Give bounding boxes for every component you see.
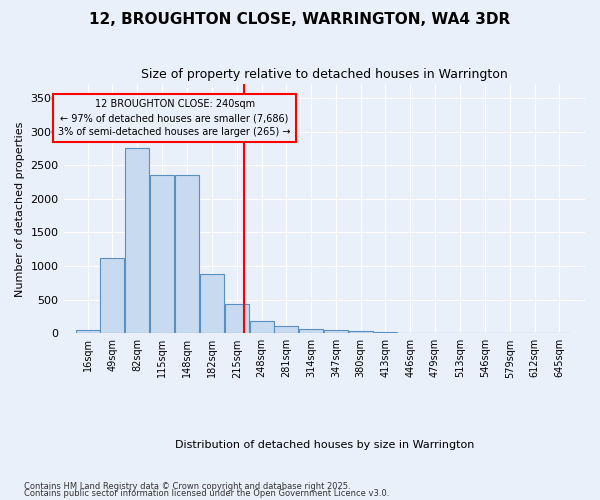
Bar bbox=[100, 258, 124, 334]
Bar bbox=[200, 274, 224, 334]
Y-axis label: Number of detached properties: Number of detached properties bbox=[15, 121, 25, 296]
Bar bbox=[225, 304, 249, 334]
Bar bbox=[398, 332, 422, 334]
Bar bbox=[299, 328, 323, 334]
Bar bbox=[373, 332, 397, 334]
Bar bbox=[125, 148, 149, 334]
Text: 12, BROUGHTON CLOSE, WARRINGTON, WA4 3DR: 12, BROUGHTON CLOSE, WARRINGTON, WA4 3DR bbox=[89, 12, 511, 28]
Bar bbox=[150, 175, 174, 334]
Bar bbox=[324, 330, 348, 334]
X-axis label: Distribution of detached houses by size in Warrington: Distribution of detached houses by size … bbox=[175, 440, 474, 450]
Bar bbox=[349, 331, 373, 334]
Bar bbox=[250, 321, 274, 334]
Bar bbox=[76, 330, 100, 334]
Text: Contains public sector information licensed under the Open Government Licence v3: Contains public sector information licen… bbox=[24, 489, 389, 498]
Text: 12 BROUGHTON CLOSE: 240sqm
← 97% of detached houses are smaller (7,686)
3% of se: 12 BROUGHTON CLOSE: 240sqm ← 97% of deta… bbox=[58, 99, 291, 137]
Bar bbox=[175, 175, 199, 334]
Bar bbox=[274, 326, 298, 334]
Text: Contains HM Land Registry data © Crown copyright and database right 2025.: Contains HM Land Registry data © Crown c… bbox=[24, 482, 350, 491]
Title: Size of property relative to detached houses in Warrington: Size of property relative to detached ho… bbox=[141, 68, 508, 80]
